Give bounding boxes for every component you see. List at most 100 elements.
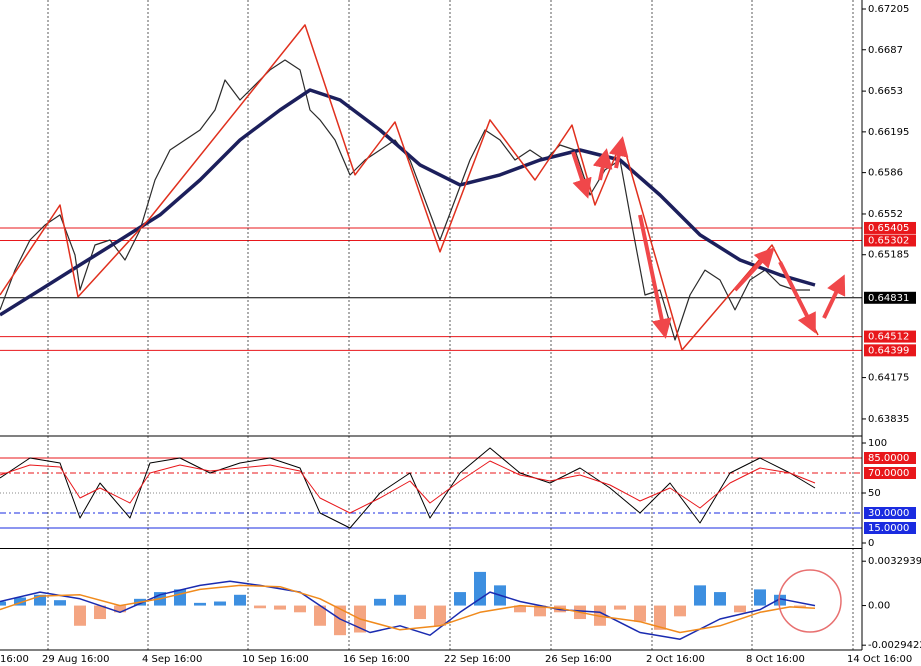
series-line [0, 584, 816, 634]
x-tick-label: 16 Sep 16:00 [343, 654, 410, 665]
histogram-bar [614, 605, 626, 610]
histogram-bar [434, 605, 446, 626]
level-label: 0.64399 [864, 344, 916, 357]
level-label-text: 0.65302 [868, 235, 909, 246]
x-tick-label: 22 Sep 16:00 [444, 654, 511, 665]
histogram-bar [74, 605, 86, 626]
level-label-text: 70.0000 [868, 468, 909, 479]
annotations [571, 136, 846, 339]
y-tick-label: 100 [868, 438, 887, 449]
level-label-box [864, 291, 916, 304]
series-line [0, 447, 816, 529]
histogram-bar [254, 605, 266, 609]
level-label-box [864, 330, 916, 343]
histogram-bar [514, 605, 526, 613]
level-label-box [864, 452, 916, 464]
histogram-bar [214, 601, 226, 606]
y-tick-label: 0.67205 [868, 4, 909, 15]
level-label-box [864, 467, 916, 479]
histogram-bar [734, 605, 746, 613]
level-label: 0.64831 [864, 291, 916, 304]
y-tick-label: 0 [868, 538, 874, 549]
arrow [571, 151, 592, 199]
highlight-circle [778, 569, 842, 633]
histogram-bar [454, 592, 466, 606]
level-label: 30.0000 [864, 507, 916, 519]
level-label: 0.64512 [864, 330, 916, 343]
histogram-bar [694, 585, 706, 606]
x-tick-label: 29 Aug 16:00 [42, 654, 109, 665]
x-tick-label: 2 Oct 16:00 [646, 654, 705, 665]
arrow [638, 214, 672, 339]
histogram-bar [14, 597, 26, 606]
level-label: 15.0000 [864, 522, 916, 534]
y-tick-label: 0.6586 [868, 168, 903, 179]
y-tick-label: 0.0032939 [868, 556, 921, 567]
level-label-text: 30.0000 [868, 508, 909, 519]
x-tick-label: 14 Oct 16:00 [847, 654, 912, 665]
x-tick-label: 4 Sep 16:00 [142, 654, 202, 665]
histogram-bar [774, 594, 786, 606]
series-line [0, 580, 816, 640]
arrow [592, 148, 613, 181]
grid [0, 0, 862, 650]
histogram-bar [634, 605, 646, 622]
level-label-box [864, 507, 916, 519]
histogram-bar [334, 605, 346, 636]
histogram-bar [394, 594, 406, 606]
level-label-text: 15.0000 [868, 523, 909, 534]
histogram-bar [654, 605, 666, 630]
histogram-bar [0, 601, 6, 606]
histogram-bar [54, 600, 66, 606]
histogram-bar [714, 592, 726, 606]
y-tick-label: 0.64175 [868, 373, 909, 384]
level-label: 0.65302 [864, 234, 916, 247]
marks [0, 24, 819, 640]
y-tick-label: 0.6653 [868, 86, 903, 97]
histogram-bar [374, 598, 386, 606]
histogram-bar [414, 605, 426, 620]
level-label: 85.0000 [864, 452, 916, 464]
level-label: 70.0000 [864, 467, 916, 479]
histogram-bar [674, 605, 686, 617]
level-label: 0.65405 [864, 221, 916, 234]
histogram-bar [274, 605, 286, 610]
series-line [0, 24, 819, 351]
level-label-box [864, 344, 916, 357]
histogram-bar [314, 605, 326, 626]
x-tick-label: 10 Sep 16:00 [242, 654, 309, 665]
histogram-bar [114, 605, 126, 613]
level-label-box [864, 221, 916, 234]
histogram-bar [474, 571, 486, 606]
histogram-bar [794, 605, 806, 607]
y-tick-label: 0.63835 [868, 414, 909, 425]
histogram-bar [94, 605, 106, 620]
y-tick-label: 0.6552 [868, 209, 903, 220]
y-tick-label: 0.00 [868, 601, 890, 612]
series-line [0, 460, 816, 514]
level-label-text: 0.65405 [868, 223, 909, 234]
y-tick-label: 50 [868, 488, 881, 499]
arrow [778, 261, 816, 334]
arrow [733, 247, 775, 292]
histogram-bar [234, 594, 246, 606]
histogram-bar [534, 605, 546, 617]
y-tick-label: -0.0029422 [868, 640, 921, 651]
level-label-box [864, 234, 916, 247]
arrow [608, 136, 629, 169]
level-label-text: 85.0000 [868, 453, 909, 464]
arrow [822, 274, 846, 319]
level-label-text: 0.64399 [868, 345, 909, 356]
y-tick-label: 0.65185 [868, 250, 909, 261]
histogram-bar [294, 605, 306, 613]
x-tick-label: 26 Sep 16:00 [545, 654, 612, 665]
y-tick-label: 0.66195 [868, 127, 909, 138]
level-label-text: 0.64831 [868, 293, 909, 304]
level-label-text: 0.64512 [868, 332, 909, 343]
histogram-bar [754, 589, 766, 606]
level-label-box [864, 522, 916, 534]
histogram-bar [34, 594, 46, 606]
x-tick-label: 16:00 [0, 654, 29, 665]
